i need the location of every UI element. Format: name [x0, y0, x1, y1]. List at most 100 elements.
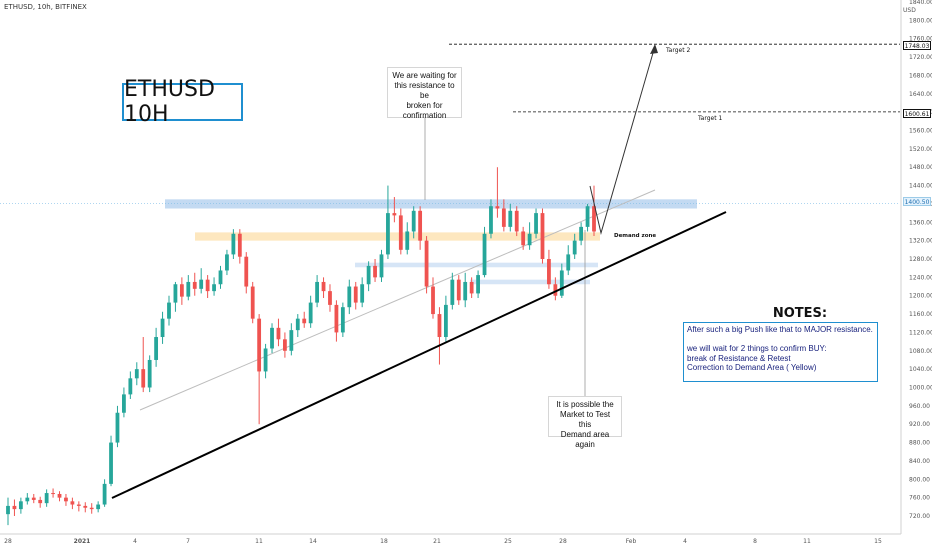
candle	[212, 277, 216, 296]
y-tick-label: 840.00	[909, 458, 930, 465]
candle-body	[89, 507, 94, 510]
candle	[31, 493, 36, 504]
candle-body	[173, 284, 178, 303]
candle-body	[527, 233, 532, 246]
y-tick-label: 1320.00	[909, 238, 932, 245]
price-tag-target1: 1600.61	[903, 109, 931, 118]
candle	[431, 277, 435, 319]
candle-body	[141, 369, 146, 388]
candle	[186, 275, 191, 301]
y-tick-label: 720.00	[909, 513, 930, 520]
x-tick-label: 14	[309, 538, 317, 545]
x-axis[interactable]: 28 2021 4 7 11 14 18 21 25 28 Feb 4 8 11 15	[0, 533, 901, 545]
candle-body	[534, 213, 538, 234]
candle-body	[295, 318, 300, 331]
candle-body	[83, 505, 88, 508]
candle-body	[366, 265, 371, 285]
candle-body	[218, 270, 223, 285]
candle	[147, 355, 152, 393]
candle-body	[579, 226, 584, 241]
candle-body	[128, 378, 133, 395]
candle	[141, 337, 146, 393]
y-tick-label: 880.00	[909, 440, 930, 447]
support-trendline	[111, 211, 727, 499]
y-tick-label: 920.00	[909, 421, 930, 428]
candle	[96, 501, 101, 513]
candle	[476, 270, 480, 299]
candle	[450, 272, 455, 310]
candle-body	[225, 254, 229, 271]
candle-body	[360, 284, 365, 303]
candle-body	[109, 442, 113, 484]
projection-arrowhead	[650, 44, 658, 54]
candle-body	[353, 286, 358, 303]
y-tick-label: 1120.00	[909, 329, 932, 336]
candle-body	[186, 281, 191, 297]
candle	[386, 185, 390, 259]
demand-zone	[195, 232, 600, 241]
x-tick-label: 7	[186, 538, 190, 545]
candle-body	[6, 505, 10, 515]
candle	[501, 199, 506, 232]
candle	[231, 229, 236, 259]
candle-body	[572, 240, 577, 255]
candle	[115, 405, 120, 448]
candle	[70, 497, 75, 510]
y-tick-label: 1000.00	[909, 385, 932, 392]
candle-body	[257, 318, 262, 372]
candle	[109, 435, 113, 487]
candle	[559, 263, 564, 299]
candle	[418, 206, 423, 250]
candle-body	[263, 348, 268, 372]
candle	[534, 208, 538, 239]
candle	[44, 489, 49, 507]
candle-body	[347, 286, 352, 308]
price-tag-target2: 1748.03	[903, 41, 931, 50]
candle	[411, 206, 416, 239]
candle	[199, 268, 204, 294]
candle	[328, 284, 332, 312]
candle	[263, 343, 268, 379]
candle	[592, 185, 596, 237]
channel-line	[139, 189, 656, 411]
x-tick-label: 4	[683, 538, 687, 545]
candle	[173, 281, 178, 312]
y-tick-label: 1800.00	[909, 17, 932, 24]
candle-body	[521, 231, 526, 246]
candle-body	[592, 206, 596, 232]
candle-body	[160, 318, 165, 338]
x-tick-label: 15	[874, 538, 882, 545]
candle	[225, 249, 229, 276]
candle-body	[167, 302, 171, 319]
symbol-label: ETHUSD, 10h, BITFINEX	[4, 3, 87, 11]
candle-body	[283, 339, 287, 351]
candle-body	[96, 504, 101, 510]
target1-label: Target 1	[697, 115, 722, 122]
candle	[289, 323, 294, 356]
candle-body	[18, 501, 23, 510]
y-tick-label: 760.00	[909, 495, 930, 502]
y-tick-label: 1840.00	[909, 0, 932, 6]
candle-body	[57, 493, 62, 498]
candle	[76, 501, 81, 512]
candle	[353, 281, 358, 310]
candle	[160, 311, 165, 344]
y-tick-label: 1480.00	[909, 164, 932, 171]
y-tick-label: 1280.00	[909, 256, 932, 263]
candle-body	[308, 302, 313, 324]
candle-body	[115, 412, 120, 443]
candle-body	[315, 281, 319, 303]
candle	[540, 208, 545, 264]
candle-body	[456, 279, 461, 301]
candle	[366, 261, 371, 292]
candle-body	[122, 394, 126, 413]
candle	[521, 226, 526, 250]
candle-body	[76, 504, 81, 506]
x-tick-label: 8	[753, 538, 757, 545]
candle-body	[199, 279, 204, 289]
candle-body	[553, 284, 558, 296]
overlay: Target 2 Target 1 Demand zone	[111, 44, 727, 499]
candle	[553, 277, 558, 301]
candle-body	[559, 270, 564, 296]
candle	[489, 199, 493, 239]
